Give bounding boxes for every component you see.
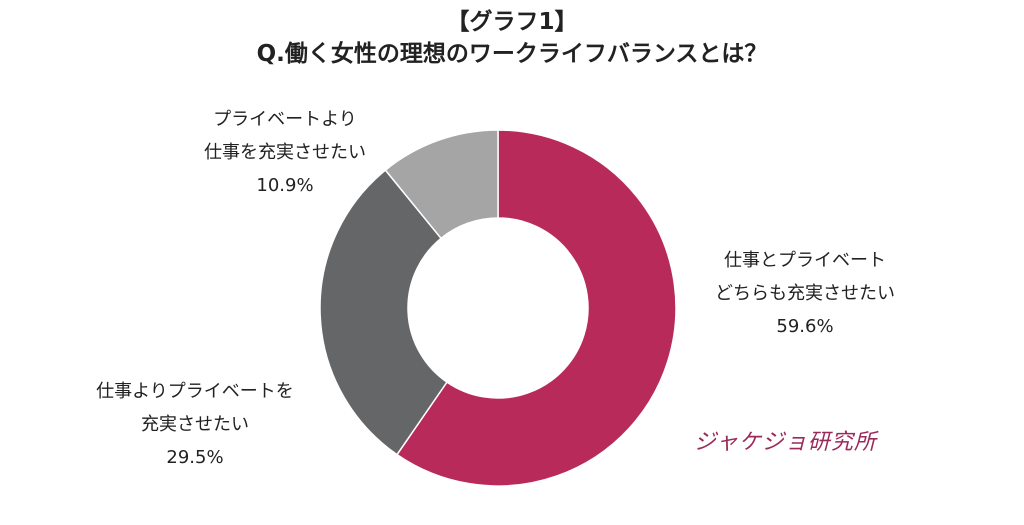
- label-line: どちらも充実させたい: [715, 283, 895, 304]
- chart-title: 【グラフ1】: [446, 9, 578, 35]
- label-line: プライベートより: [213, 109, 357, 130]
- data-label: 59.6%: [776, 316, 834, 337]
- label-line: 仕事とプライベート: [724, 250, 886, 271]
- slice-label-work: プライベートより 仕事を充実させたい 10.9%: [170, 103, 400, 202]
- slice-label-both: 仕事とプライベート どちらも充実させたい 59.6%: [690, 244, 920, 343]
- chart-subtitle: Q.働く女性の理想のワークライフバランスとは？: [256, 41, 768, 67]
- label-line: 充実させたい: [141, 414, 249, 435]
- slice-label-private: 仕事よりプライベートを 充実させたい 29.5%: [70, 375, 320, 474]
- label-line: 仕事よりプライベートを: [96, 381, 294, 402]
- logo: ジャケジョ研究所: [694, 430, 877, 455]
- data-label: 10.9%: [256, 175, 314, 196]
- donut-slice-1: [319, 169, 448, 456]
- data-label: 29.5%: [166, 447, 224, 468]
- donut-slice-0: [395, 129, 677, 487]
- donut-slice-2: [384, 129, 499, 240]
- label-line: 仕事を充実させたい: [204, 142, 366, 163]
